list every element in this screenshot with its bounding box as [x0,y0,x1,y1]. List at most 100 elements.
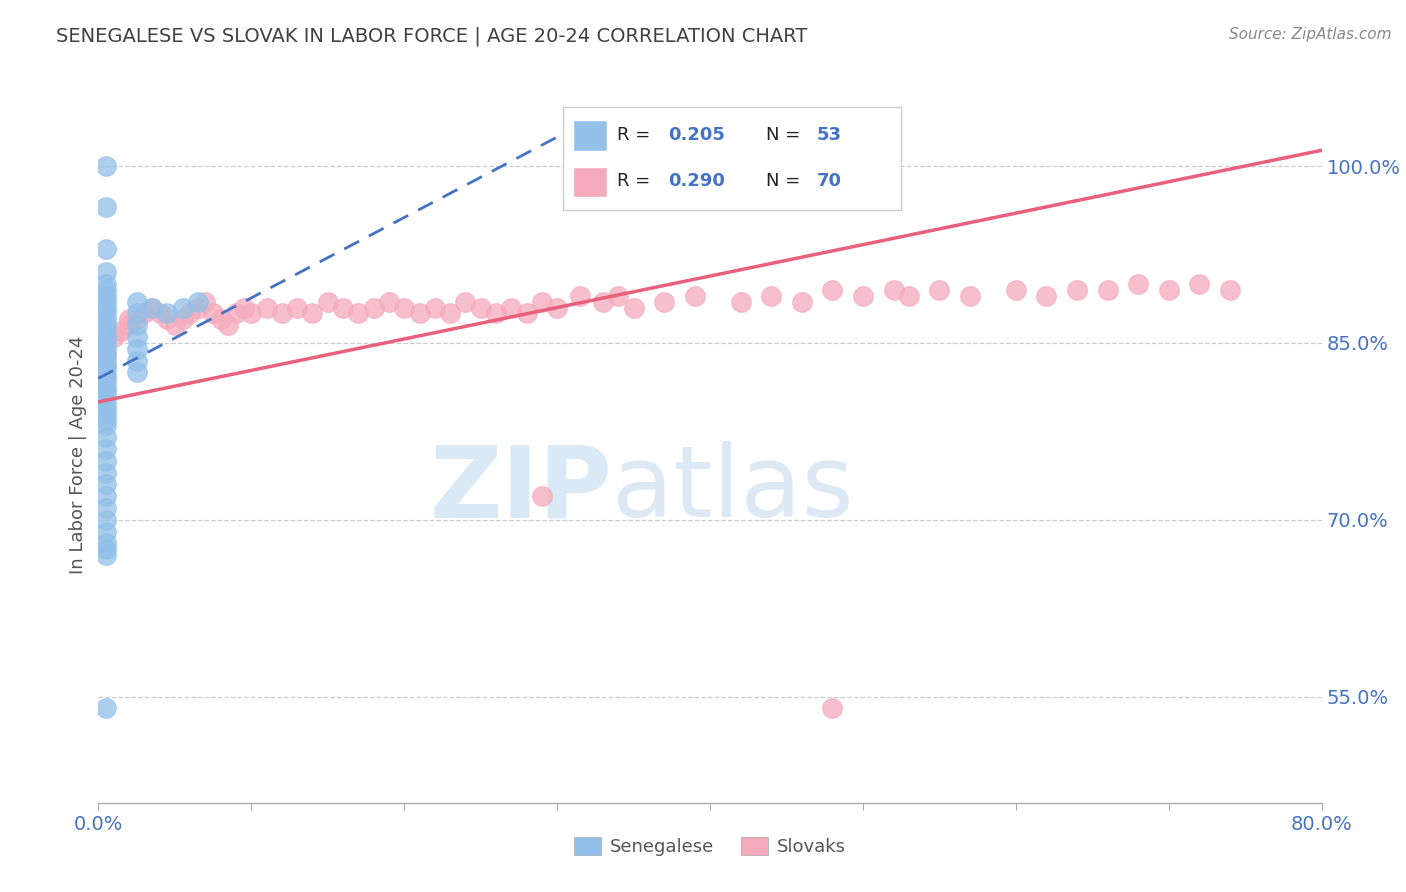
Point [209,312,232,326]
Text: R =: R = [617,127,651,145]
Point [110,324,132,338]
Point [683,289,706,303]
Point [94,312,117,326]
Point [163,318,186,333]
Point [94,477,117,491]
Point [125,306,148,320]
Text: ZIP: ZIP [429,442,612,538]
Point [179,306,201,320]
Point [149,306,172,320]
Point [94,301,117,315]
Point [94,159,117,173]
Point [883,283,905,297]
Point [94,200,117,214]
Point [125,312,148,326]
Point [530,294,553,309]
Point [94,536,117,550]
Point [94,318,117,333]
Point [202,306,225,320]
Point [118,318,141,333]
Point [125,318,148,333]
Point [94,242,117,256]
Point [94,371,117,385]
Point [1128,277,1150,291]
Point [94,348,117,362]
Point [821,283,844,297]
Point [1004,283,1026,297]
Point [454,294,477,309]
Point [94,342,117,356]
Point [94,359,117,374]
Point [125,365,148,379]
Point [378,294,401,309]
Point [408,306,430,320]
Point [232,301,254,315]
Point [156,312,179,326]
Point [94,377,117,392]
Point [94,265,117,279]
Point [125,342,148,356]
Point [1157,283,1180,297]
Point [94,513,117,527]
Point [94,418,117,433]
Point [94,454,117,468]
Text: R =: R = [617,172,651,190]
Point [423,301,446,315]
Point [94,330,117,344]
Point [94,383,117,397]
Point [790,294,813,309]
Point [470,301,492,315]
Point [852,289,875,303]
Y-axis label: In Labor Force | Age 20-24: In Labor Force | Age 20-24 [69,335,87,574]
Point [125,330,148,344]
Point [332,301,354,315]
Point [1188,277,1211,291]
Point [439,306,461,320]
Point [94,548,117,562]
Text: Source: ZipAtlas.com: Source: ZipAtlas.com [1229,27,1392,42]
Point [94,324,117,338]
Point [94,365,117,379]
Point [94,407,117,421]
Text: 53: 53 [817,127,841,145]
Point [103,330,125,344]
Point [94,383,117,397]
Point [759,289,782,303]
Point [897,289,920,303]
Point [592,294,614,309]
Point [134,306,156,320]
Point [94,359,117,374]
Point [256,301,278,315]
Point [94,283,117,297]
Point [156,306,179,320]
Point [821,701,844,715]
Point [94,277,117,291]
Point [125,353,148,368]
Point [530,489,553,503]
Point [94,542,117,557]
Point [501,301,523,315]
Point [94,371,117,385]
Point [392,301,416,315]
Point [94,401,117,415]
Point [516,306,538,320]
Point [94,348,117,362]
Text: 0.290: 0.290 [668,172,724,190]
Point [959,289,981,303]
Text: SENEGALESE VS SLOVAK IN LABOR FORCE | AGE 20-24 CORRELATION CHART: SENEGALESE VS SLOVAK IN LABOR FORCE | AG… [56,27,807,46]
Point [546,301,568,315]
Text: atlas: atlas [612,442,853,538]
Point [172,312,194,326]
Point [94,389,117,403]
Point [1066,283,1088,297]
Point [94,395,117,409]
Point [94,489,117,503]
Point [94,353,117,368]
Point [94,701,117,715]
Point [94,335,117,350]
Point [217,318,239,333]
Point [316,294,339,309]
Point [363,301,385,315]
Point [94,294,117,309]
Point [94,335,117,350]
